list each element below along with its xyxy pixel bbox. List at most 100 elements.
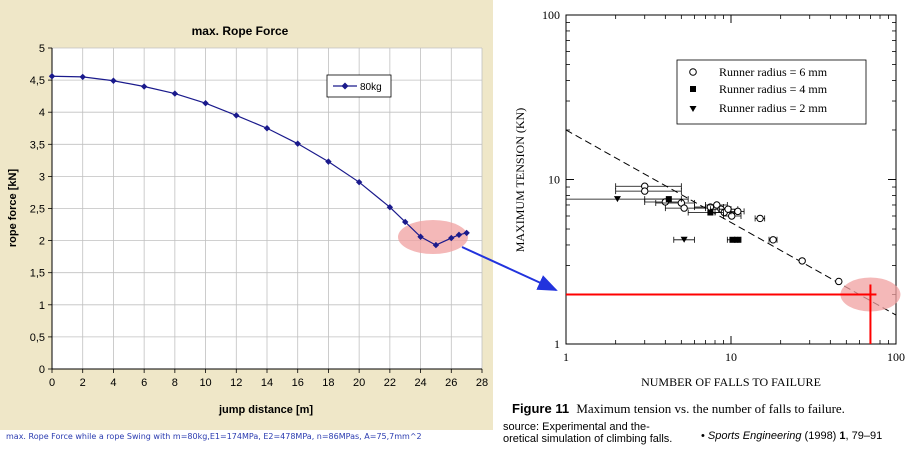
data-point-6mm [680, 204, 688, 212]
data-point-6mm [728, 212, 736, 220]
legend-label: 80kg [360, 82, 382, 93]
data-point [325, 158, 332, 165]
data-point [294, 140, 301, 147]
legend-label-6mm: Runner radius = 6 mm [719, 65, 828, 79]
data-point-6mm [706, 203, 715, 211]
y-tick-label: 100 [542, 8, 560, 22]
x-tick-label: 18 [322, 377, 334, 389]
data-point [233, 112, 240, 119]
legend-marker-6mm [689, 68, 697, 76]
x-tick-label: 10 [199, 377, 211, 389]
legend-box [676, 59, 867, 125]
data-point [171, 90, 179, 97]
data-points [565, 182, 843, 286]
y-tick-label: 4,5 [30, 75, 45, 87]
legend-marker-2mm [689, 106, 697, 112]
axes [48, 47, 483, 373]
x-tick-labels: 0 2 4 6 8 10 12 14 16 18 20 22 24 26 28 [49, 377, 488, 389]
y-tick-label: 4 [39, 107, 45, 119]
x-tick-label: 4 [110, 377, 116, 389]
fit-line [565, 129, 897, 316]
source-line-1: Experimental and the- [539, 421, 650, 433]
data-point-6mm [756, 214, 764, 223]
data-point-6mm [734, 207, 742, 216]
x-axis-label: jump distance [m] [218, 404, 313, 416]
x-tick-label: 22 [384, 377, 396, 389]
y-tick-label: 3 [39, 171, 45, 183]
source-line-2: oretical simulation of climbing falls. [503, 433, 673, 445]
x-tick-label: 24 [414, 377, 426, 389]
x-tick-label: 6 [141, 377, 147, 389]
x-tick-label: 1 [563, 350, 569, 364]
data-point-4mm [665, 196, 672, 203]
x-tick-label: 12 [230, 377, 242, 389]
citation-pages: , 79–91 [845, 430, 883, 442]
x-tick-label: 10 [725, 350, 737, 364]
y-axis-label: MAXIMUM TENSION (KN) [513, 108, 527, 252]
data-point [455, 231, 463, 239]
x-tick-label: 2 [80, 377, 86, 389]
x-axis-label: NUMBER OF FALLS TO FAILURE [641, 375, 821, 389]
y-axis-label: rope force [kN] [7, 169, 19, 248]
data-point-6mm [641, 187, 649, 195]
legend-label-4mm: Runner radius = 4 mm [719, 82, 828, 96]
figure-label: Figure 11 [512, 401, 570, 416]
rope-force-chart: 00,511,522,533,544,55 0 2 4 6 8 10 12 14 16 18 20 2… [7, 24, 488, 416]
source-note: source: Experimental and the- oretical s… [503, 421, 672, 445]
tick-labels: 1 10 100 1 10 100 [542, 8, 905, 364]
data-point-6mm [769, 236, 777, 244]
x-tick-label: 8 [172, 377, 178, 389]
chart-title: max. Rope Force [192, 24, 289, 38]
y-tick-labels: 0 0,5 1 1,5 2 2,5 3 3,5 4 4,5 5 [30, 43, 45, 376]
grid-lines [51, 47, 483, 370]
citation-volume: 1 [839, 430, 846, 442]
highlight-lines [566, 284, 877, 344]
data-point [110, 77, 117, 84]
data-point-2mm [680, 236, 688, 243]
highlight-ellipse [398, 220, 468, 254]
highlight-ellipse [840, 277, 901, 312]
data-point-6mm [717, 205, 725, 213]
data-point [140, 83, 148, 90]
data-point-6mm [713, 201, 721, 209]
y-tick-label: 1 [554, 337, 560, 351]
x-tick-label: 100 [887, 350, 905, 364]
x-tick-label: 0 [49, 377, 55, 389]
plot-frame [565, 14, 897, 345]
y-tick-label: 1,5 [30, 268, 45, 280]
data-point-4mm [729, 236, 736, 243]
data-point-2mm [613, 196, 621, 203]
data-point [432, 241, 440, 249]
log-ticks [565, 14, 897, 345]
x-tick-label: 26 [445, 377, 457, 389]
left-chart-panel: 0 0,5 1 1,5 2 2,5 3 3,5 4 4,5 5 0 2 4 6 8 10 12 14 16 18 20 2… [0, 0, 493, 430]
data-point [402, 218, 409, 226]
figure-caption-text: Maximum tension vs. the number of falls … [576, 401, 845, 416]
data-point-6mm [641, 182, 649, 190]
data-point [202, 100, 209, 107]
data-point-6mm [720, 208, 728, 217]
citation: • Sports Engineering (1998) 1, 79–91 [701, 430, 882, 442]
legend-marker [341, 82, 349, 90]
y-tick-label: 1 [39, 300, 45, 312]
legend: 80kg [326, 74, 392, 98]
y-tick-label: 10 [548, 173, 560, 187]
y-tick-label: 5 [39, 43, 45, 55]
data-point [79, 73, 86, 81]
data-point-6mm [724, 205, 732, 213]
legend: Runner radius = 6 mm Runner radius = 4 m… [676, 59, 867, 125]
data-point [448, 234, 455, 242]
citation-bullet: • [701, 430, 705, 442]
figure-caption: Figure 11 Maximum tension vs. the number… [512, 401, 845, 417]
series-line [51, 75, 467, 246]
y-tick-label: 2 [39, 236, 45, 248]
x-tick-label: 14 [261, 377, 273, 389]
y-tick-label: 0,5 [30, 332, 45, 344]
left-chart-caption: max. Rope Force while a rope Swing with … [6, 432, 422, 441]
data-point [417, 233, 424, 240]
data-point-6mm [677, 199, 686, 207]
legend-marker-4mm [690, 86, 696, 92]
data-point [463, 229, 470, 237]
data-point [386, 204, 394, 211]
data-series [48, 73, 470, 249]
